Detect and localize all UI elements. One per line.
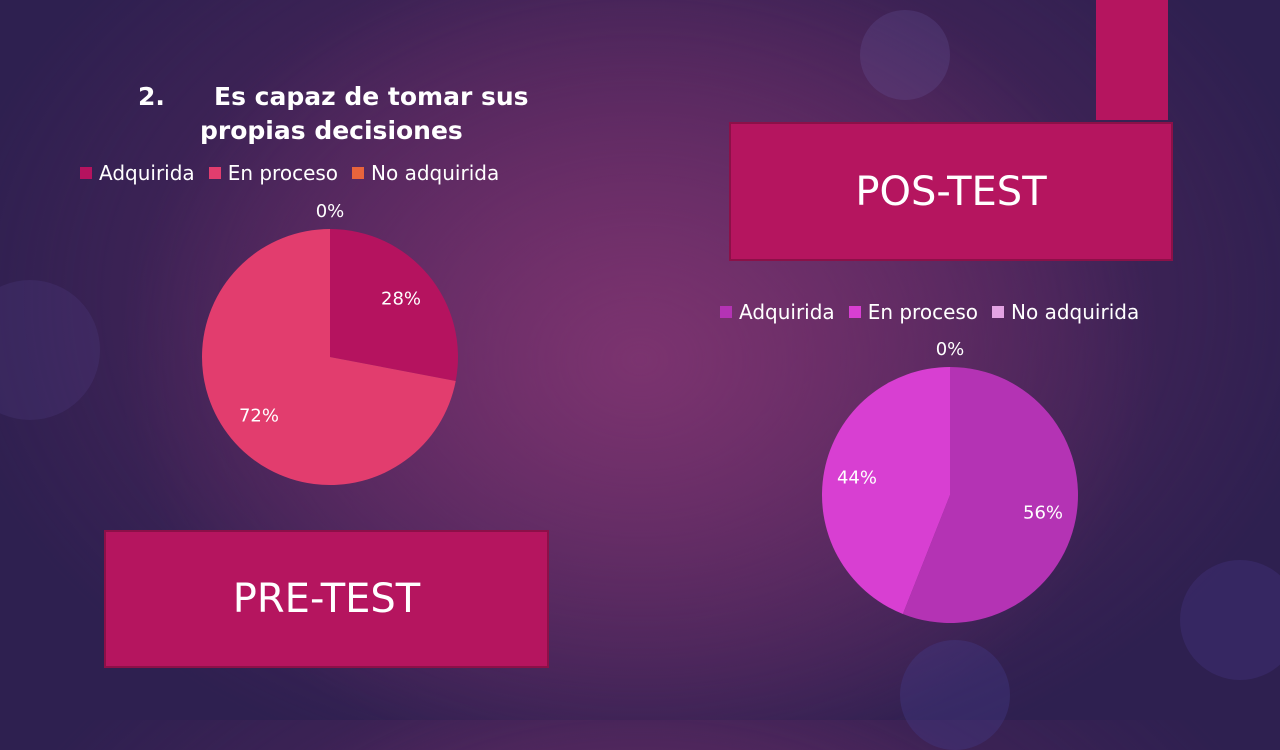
pie-data-label: 56% bbox=[1023, 503, 1063, 524]
legend-item: En proceso bbox=[208, 161, 339, 185]
legend-label: En proceso bbox=[227, 161, 339, 185]
legend-swatch bbox=[208, 167, 221, 179]
legend-swatch bbox=[992, 306, 1005, 318]
legend-pos-test: Adquirida En proceso No adquirida bbox=[720, 300, 1139, 324]
legend-pre-test: Adquirida En proceso No adquirida bbox=[80, 161, 499, 185]
pie-data-label: 28% bbox=[381, 288, 421, 309]
pie-slice-adquirida bbox=[902, 367, 1078, 623]
legend-label: Adquirida bbox=[99, 161, 195, 185]
background-bokeh bbox=[1180, 560, 1280, 680]
pre-test-label: PRE-TEST bbox=[104, 530, 549, 668]
pie-data-label: 0% bbox=[936, 339, 965, 360]
pie-slice-en-proceso bbox=[202, 229, 456, 485]
background-bokeh bbox=[900, 640, 1010, 750]
pie-data-label: 0% bbox=[316, 201, 345, 222]
chart-title: 2. Es capaz de tomar sus propias decision… bbox=[130, 80, 550, 148]
pie-data-label: 44% bbox=[837, 467, 877, 488]
pre-test-text: PRE-TEST bbox=[232, 576, 421, 622]
title-line-2: propias decisiones bbox=[200, 116, 463, 145]
pie-slice-adquirida bbox=[330, 229, 458, 381]
legend-swatch bbox=[720, 306, 732, 318]
pie-data-label: 72% bbox=[239, 406, 279, 427]
top-accent-bar bbox=[1096, 0, 1168, 120]
legend-label: No adquirida bbox=[371, 161, 500, 185]
legend-item: No adquirida bbox=[992, 300, 1139, 324]
legend-item: Adquirida bbox=[720, 300, 835, 324]
legend-item: En proceso bbox=[848, 300, 979, 324]
legend-label: No adquirida bbox=[1011, 300, 1140, 324]
pos-test-label: POS-TEST bbox=[729, 122, 1173, 261]
title-line-1: Es capaz de tomar sus bbox=[214, 82, 529, 111]
pos-test-text: POS-TEST bbox=[855, 168, 1047, 215]
background-bokeh bbox=[0, 280, 100, 420]
legend-swatch bbox=[80, 167, 92, 179]
legend-item: Adquirida bbox=[80, 161, 195, 185]
legend-swatch bbox=[352, 167, 365, 179]
pie-chart-pos-test: 56% 44% 0% bbox=[822, 339, 1078, 623]
pie-slice-en-proceso bbox=[822, 367, 950, 615]
pie-chart-pre-test: 28% 72% 0% bbox=[202, 201, 458, 485]
title-number: 2. bbox=[138, 82, 165, 111]
legend-swatch bbox=[848, 306, 861, 318]
legend-label: Adquirida bbox=[739, 300, 835, 324]
background-bokeh bbox=[860, 10, 950, 100]
legend-label: En proceso bbox=[867, 300, 979, 324]
legend-item: No adquirida bbox=[352, 161, 499, 185]
